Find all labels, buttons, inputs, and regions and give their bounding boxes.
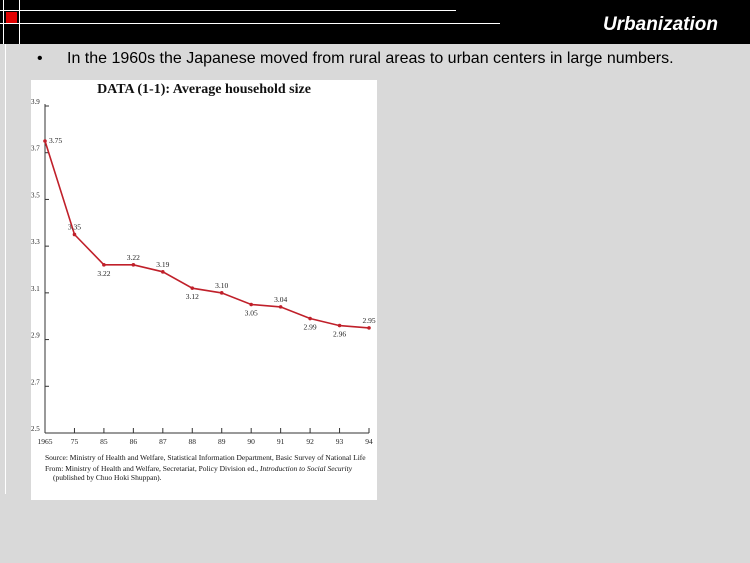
x-tick-label: 75 (71, 437, 79, 446)
horizontal-line-decoration (0, 23, 500, 24)
data-point (337, 323, 342, 328)
household-size-line-chart: 2.5 2.7 2.9 3.1 3.3 3.5 3.7 3.9 1965 75 85 86 87 88 89… (31, 98, 376, 446)
source-note: Source: Ministry of Health and Welfare, … (45, 453, 370, 484)
x-tick-label: 1965 (38, 437, 53, 446)
data-point (102, 263, 106, 267)
x-tick-label: 94 (365, 437, 373, 446)
chart-title: DATA (1-1): Average household size (97, 82, 311, 97)
household-size-series-line (44, 140, 370, 329)
slide-title: Urbanization (602, 14, 718, 35)
data-label: 3.22 (97, 269, 110, 278)
data-label: 3.35 (68, 222, 81, 231)
data-point (278, 305, 283, 309)
data-label: 3.12 (186, 292, 199, 301)
y-tick-label: 2.7 (31, 378, 40, 386)
x-tick-label: 93 (336, 437, 344, 446)
vertical-line-decoration (3, 0, 4, 44)
data-point (161, 270, 165, 274)
y-tick-label: 3.3 (31, 238, 40, 246)
data-label: 3.75 (49, 136, 62, 145)
data-point (43, 139, 47, 143)
data-point (249, 302, 253, 307)
y-tick-label: 3.5 (31, 191, 40, 199)
x-tick-label: 90 (247, 437, 255, 446)
y-tick-label: 2.5 (31, 425, 40, 433)
y-tick-label: 3.1 (31, 285, 40, 293)
x-tick-label: 86 (130, 437, 138, 446)
data-label: 3.04 (274, 295, 287, 304)
x-tick-label: 89 (218, 437, 226, 446)
data-label: 3.05 (245, 309, 258, 318)
y-tick-label: 3.9 (31, 98, 40, 106)
data-point (219, 291, 224, 295)
red-square-decoration (6, 12, 17, 23)
chart-panel: DATA (1-1): Average household size 2.5 2.… (31, 80, 377, 500)
y-tick-label: 3.7 (31, 145, 40, 153)
slide-header: Urbanization (0, 0, 750, 44)
from-suffix: (published by Chuo Hoki Shuppan). (53, 473, 162, 482)
from-title: Introduction to Social Security (260, 464, 353, 473)
data-point (131, 263, 136, 267)
from-prefix: From: Ministry of Health and Welfare, Se… (45, 464, 261, 473)
data-point (308, 316, 312, 321)
data-label: 2.95 (362, 316, 375, 325)
horizontal-line-decoration (0, 10, 456, 11)
source-line: Source: Ministry of Health and Welfare, … (45, 453, 366, 462)
x-tick-label: 87 (159, 437, 167, 446)
x-tick-label: 85 (100, 437, 108, 446)
from-line: From: Ministry of Health and Welfare, Se… (45, 464, 370, 482)
vertical-line-decoration (19, 0, 20, 44)
data-point (190, 286, 195, 290)
data-label: 3.22 (127, 253, 140, 262)
left-rule-decoration (5, 44, 6, 494)
data-point (367, 326, 371, 330)
data-point (72, 232, 77, 237)
y-tick-label: 2.9 (31, 332, 40, 340)
data-label: 3.19 (156, 260, 169, 269)
bullet-marker: • (37, 50, 43, 67)
x-tick-label: 92 (306, 437, 314, 446)
x-tick-label: 88 (189, 437, 197, 446)
data-label: 2.96 (333, 330, 346, 339)
data-label: 3.10 (215, 281, 228, 290)
data-label: 2.99 (304, 323, 317, 332)
x-tick-label: 91 (277, 437, 285, 446)
bullet-text: In the 1960s the Japanese moved from rur… (67, 50, 674, 67)
